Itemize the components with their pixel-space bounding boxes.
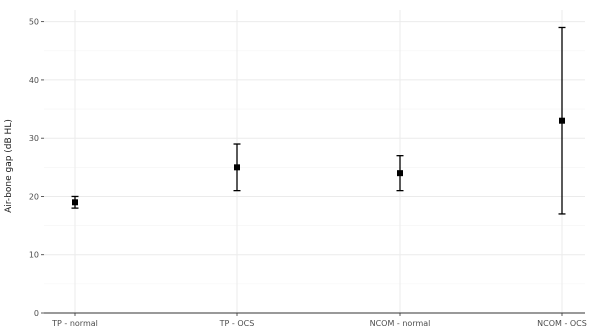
- data-point: [72, 199, 78, 206]
- y-tick-label: 50: [29, 18, 39, 27]
- y-tick-label: 30: [29, 134, 39, 143]
- grid-layer: [44, 10, 585, 314]
- x-tick-label: TP - normal: [51, 319, 98, 328]
- y-tick-label: 10: [29, 251, 39, 260]
- marks-layer: [71, 26, 566, 215]
- data-point: [234, 164, 240, 171]
- data-point: [559, 117, 565, 124]
- y-axis-title: Air-bone gap (dB HL): [4, 119, 14, 213]
- y-tick-label: 40: [29, 76, 39, 85]
- y-tick-label: 0: [34, 309, 39, 318]
- x-tick-label: TP - OCS: [219, 319, 255, 328]
- x-tick-label: NCOM - normal: [370, 319, 431, 328]
- data-point: [397, 170, 403, 177]
- axis-layer: 0 10 20 30 40 50 TP - normal TP - OCS NCOM - nor…: [29, 18, 587, 328]
- y-tick-label: 20: [29, 192, 39, 201]
- x-tick-label: NCOM - OCS: [537, 319, 587, 328]
